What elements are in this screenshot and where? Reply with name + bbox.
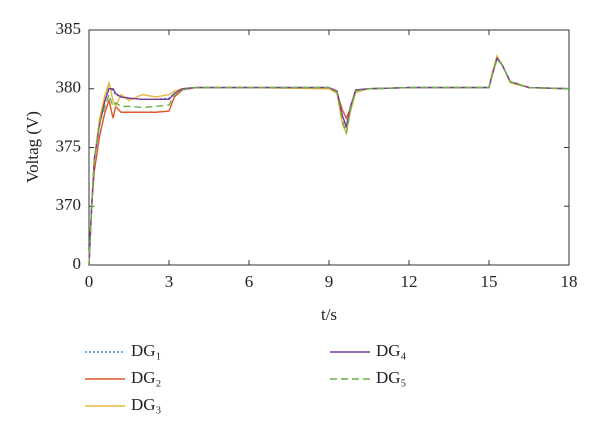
legend-label: DG₁	[131, 341, 161, 360]
x-tick-label: 3	[165, 272, 174, 291]
x-tick-label: 6	[245, 272, 254, 291]
x-tick-label: 15	[481, 272, 498, 291]
x-tick-label: 9	[325, 272, 334, 291]
y-axis-label: Voltag (V)	[23, 111, 42, 183]
x-axis-label: t/s	[321, 305, 337, 324]
y-tick-label: 370	[56, 195, 82, 214]
x-tick-label: 12	[401, 272, 418, 291]
plot-frame	[88, 29, 570, 266]
y-tick-label: 375	[56, 136, 82, 155]
y-tick-label: 0	[73, 254, 82, 273]
legend-label: DG₃	[131, 395, 162, 414]
y-tick-label: 385	[56, 19, 82, 38]
x-tick-label: 18	[561, 272, 578, 291]
legend-label: DG₄	[376, 341, 407, 360]
y-tick-label: 380	[56, 78, 82, 97]
series-line	[88, 57, 570, 266]
x-tick-label: 0	[85, 272, 94, 291]
legend-label: DG₂	[131, 368, 161, 387]
legend-label: DG₅	[376, 368, 407, 387]
